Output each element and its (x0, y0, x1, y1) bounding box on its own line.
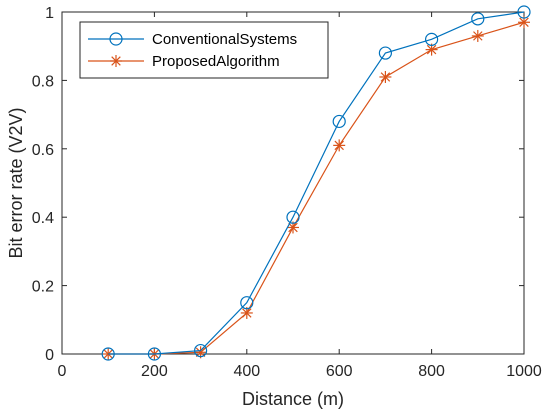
asterisk-stroke (288, 222, 298, 233)
y-tick-label: 0 (45, 347, 54, 364)
x-axis-label: Distance (m) (242, 389, 344, 409)
data-point (332, 114, 346, 129)
y-tick-label: 0.4 (32, 210, 54, 227)
series-layer (101, 5, 531, 361)
asterisk-stroke (473, 31, 483, 41)
legend-box (79, 21, 329, 79)
y-tick-label: 0.8 (32, 73, 54, 90)
asterisk-stroke (380, 72, 391, 82)
asterisk-stroke (426, 44, 437, 55)
data-point (471, 29, 484, 42)
y-tick-label: 0.2 (32, 279, 54, 296)
legend-swatch-marker (109, 32, 123, 46)
y-axis-label: Bit error rate (V2V) (6, 107, 26, 258)
y-tick-label: 1 (45, 5, 54, 22)
data-point (101, 347, 115, 361)
series-ConventionalSystems (101, 5, 531, 361)
data-point (194, 343, 208, 358)
series-line (108, 11, 525, 355)
data-point (471, 12, 485, 26)
data-point (425, 32, 439, 46)
x-tick-label: 200 (141, 363, 168, 380)
data-point (287, 221, 299, 234)
x-tick-label: 600 (326, 363, 353, 380)
asterisk-stroke (519, 17, 529, 28)
x-tick-label: 0 (58, 363, 67, 380)
x-tick-label: 400 (233, 363, 260, 380)
series-line (108, 21, 525, 355)
legend-entry: ConventionalSystems (152, 31, 297, 48)
data-point (333, 139, 346, 152)
data-point (517, 5, 531, 19)
data-point (147, 347, 161, 361)
asterisk-stroke (334, 140, 344, 151)
data-point (240, 306, 253, 319)
x-tick-label: 1000 (506, 363, 542, 380)
legend-swatch-marker (110, 55, 122, 67)
x-tick-label: 800 (418, 363, 445, 380)
asterisk-stroke (111, 56, 121, 66)
y-tick-label: 0.6 (32, 142, 54, 159)
legend-entry: ProposedAlgorithm (152, 53, 280, 70)
asterisk-stroke (242, 308, 252, 318)
data-point (286, 210, 300, 224)
data-point (379, 70, 392, 83)
data-point (378, 46, 392, 60)
data-point (240, 296, 254, 310)
legend: ConventionalSystems ProposedAlgorithm (79, 21, 329, 79)
axis-ticks: 0 200 400 600 800 1000 0 0.2 0.4 0.6 0.8 1 (32, 5, 542, 380)
